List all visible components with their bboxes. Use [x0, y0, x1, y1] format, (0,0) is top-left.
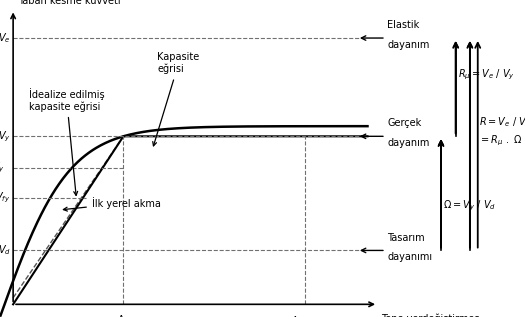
Text: $\Omega=V_y\ /\ V_d$: $\Omega=V_y\ /\ V_d$ [443, 199, 496, 213]
Text: $R_\mu=V_e\ /\ V_y$: $R_\mu=V_e\ /\ V_y$ [458, 67, 514, 82]
Text: İdealize edilmiş
kapasite eğrisi: İdealize edilmiş kapasite eğrisi [29, 88, 104, 195]
Text: $V_y$: $V_y$ [0, 129, 10, 144]
Text: Kapasite
eğrisi: Kapasite eğrisi [153, 52, 200, 146]
Text: dayanımı: dayanımı [387, 252, 433, 262]
Text: Gerçek: Gerçek [387, 118, 422, 128]
Text: İlk yerel akma: İlk yerel akma [64, 197, 161, 211]
Text: $V_d$: $V_d$ [0, 243, 10, 257]
Text: $V_e$: $V_e$ [0, 31, 10, 45]
Text: $V_{fy}$: $V_{fy}$ [0, 191, 10, 205]
Text: $= R_\mu\ .\ \Omega$: $= R_\mu\ .\ \Omega$ [479, 134, 522, 148]
Text: dayanım: dayanım [387, 40, 430, 50]
Text: Tasarım: Tasarım [387, 232, 425, 243]
Text: $R = V_e\ /\ V_d$: $R = V_e\ /\ V_d$ [479, 115, 525, 129]
Text: Elastik: Elastik [387, 20, 419, 30]
Text: dayanım: dayanım [387, 138, 430, 148]
Text: $0.75\ V_y$: $0.75\ V_y$ [0, 161, 5, 175]
Text: Tepe yerdeğiştirmes: Tepe yerdeğiştirmes [381, 314, 479, 317]
Text: $\Delta_{maks}$: $\Delta_{maks}$ [291, 314, 318, 317]
Text: Taban kesme kuvveti: Taban kesme kuvveti [18, 0, 121, 6]
Text: $\Delta_y$: $\Delta_y$ [117, 314, 130, 317]
